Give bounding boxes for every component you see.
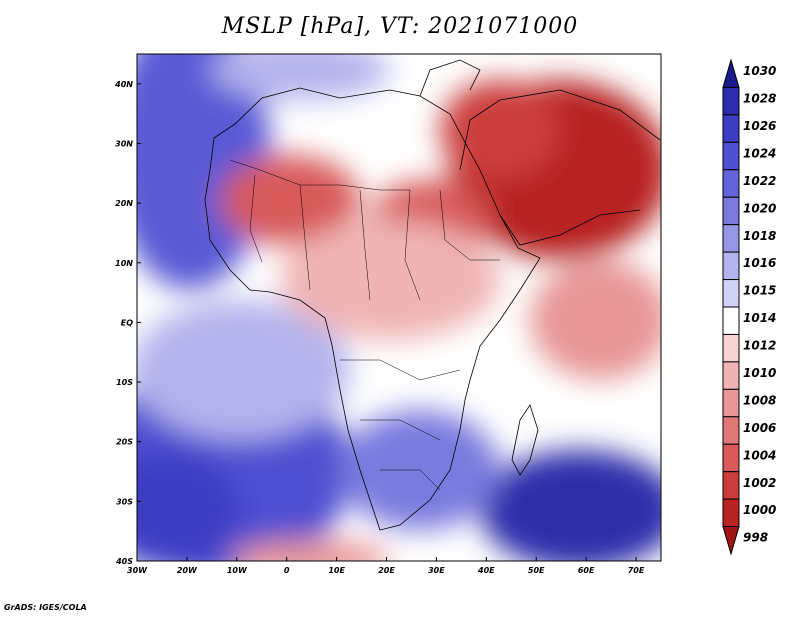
x-tick-label: 20E [378, 566, 395, 575]
x-tick-label: 30E [428, 566, 445, 575]
x-tick-label: 30W [127, 566, 148, 575]
colorbar-segment [722, 498, 740, 528]
colorbar-label: 1012 [743, 339, 776, 353]
colorbar-segment [722, 224, 740, 253]
y-tick-label: 30N [115, 139, 133, 148]
axis-labels: 30W 20W 10W 0 10E 20E 30E 40E 50E 60E 70E 40N 30N 20N… [114, 80, 645, 575]
colorbar-segment [722, 333, 740, 363]
colorbar-segment [722, 361, 740, 390]
coastlines [204, 59, 661, 531]
pressure-field [137, 54, 661, 561]
y-tick-label: EQ [121, 318, 133, 327]
y-tick-label: 40S [115, 557, 133, 566]
colorbar-segment [722, 114, 740, 143]
y-tick-label: 30S [116, 497, 133, 506]
x-tick-label: 40E [477, 566, 495, 575]
x-tick-label: 10E [328, 566, 345, 575]
colorbar-label: 1026 [743, 119, 776, 133]
axis-ticks [136, 83, 637, 562]
colorbar-label: 1016 [743, 256, 776, 270]
colorbar-label: 1004 [743, 448, 776, 462]
colorbar-label: 1030 [743, 64, 776, 78]
country-borders [229, 159, 500, 491]
colorbar-segment [722, 196, 740, 226]
x-tick-label: 20W [177, 566, 198, 575]
colorbar-label: 1014 [743, 311, 776, 325]
colorbar-label: 998 [743, 531, 768, 545]
colorbar-segment [722, 86, 740, 116]
colorbar-segment [722, 388, 740, 418]
colorbar-label: 1010 [743, 366, 776, 380]
colorbar-label: 1006 [743, 421, 776, 435]
colorbar-segment [722, 141, 740, 171]
y-tick-label: 10S [116, 378, 133, 387]
y-tick-label: 20S [116, 438, 133, 447]
colorbar-segment [722, 58, 740, 88]
credit-text: GrADS: IGES/COLA [4, 603, 87, 612]
colorbar-label: 1002 [743, 476, 776, 490]
map-title: MSLP [hPa], VT: 2021071000 [221, 14, 579, 39]
colorbar-segment [722, 169, 740, 198]
colorbar-label: 1020 [743, 201, 776, 215]
colorbar-segment [722, 416, 740, 445]
x-tick-label: 60E [578, 566, 595, 575]
colorbar-segment [722, 526, 740, 556]
colorbar-segment [722, 279, 740, 308]
x-tick-label: 0 [284, 566, 290, 575]
colorbar-segment [722, 471, 740, 500]
colorbar: 1030 1028 1026 1024 1022 1020 1018 1016 1015 1014… [722, 58, 776, 556]
x-tick-label: 50E [528, 566, 545, 575]
colorbar-label: 1028 [743, 92, 776, 106]
plot-frame [136, 53, 662, 562]
colorbar-label: 1018 [743, 229, 776, 243]
colorbar-label: 1024 [743, 146, 776, 160]
x-tick-label: 70E [628, 566, 645, 575]
colorbar-segment [722, 306, 740, 335]
x-tick-label: 10W [227, 566, 248, 575]
colorbar-label: 1022 [743, 174, 776, 188]
colorbar-segment [722, 251, 740, 281]
colorbar-segment [722, 443, 740, 473]
colorbar-label: 1000 [743, 503, 776, 517]
y-tick-label: 20N [115, 199, 133, 208]
y-tick-label: 40N [114, 80, 133, 89]
y-tick-label: 10N [115, 259, 133, 268]
colorbar-label: 1015 [743, 284, 776, 298]
colorbar-label: 1008 [743, 393, 776, 407]
